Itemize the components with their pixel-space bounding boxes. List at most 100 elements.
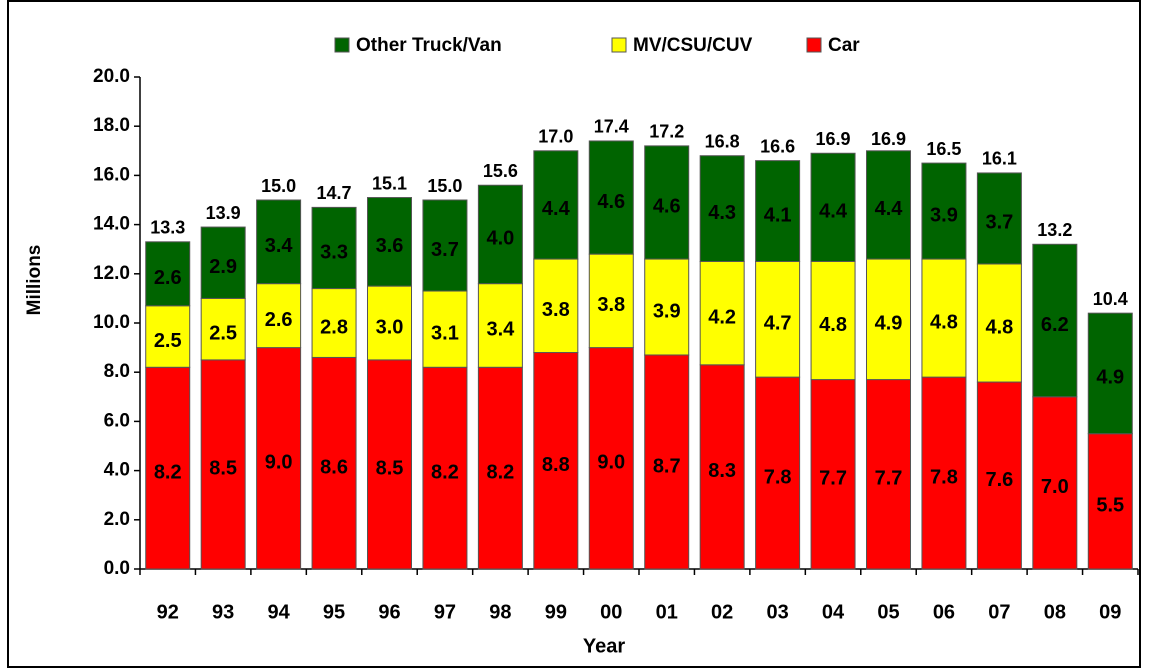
total-label: 13.3 xyxy=(150,218,185,238)
bar-segment xyxy=(477,366,523,570)
bar-segment xyxy=(976,263,1022,383)
value-label: 4.9 xyxy=(1096,367,1124,389)
x-tick-label: 01 xyxy=(656,601,678,623)
x-tick-label: 06 xyxy=(933,601,955,623)
bar-segment xyxy=(1087,312,1133,435)
bar-segment xyxy=(810,261,856,381)
value-label: 8.5 xyxy=(209,458,237,480)
value-label: 3.7 xyxy=(985,212,1013,234)
x-tick-label: 04 xyxy=(822,601,845,623)
value-label: 8.6 xyxy=(320,457,348,479)
value-label: 4.4 xyxy=(875,198,904,220)
bar-segment xyxy=(1032,243,1078,398)
bar-segment xyxy=(200,359,246,570)
bar-segment xyxy=(256,199,302,285)
value-label: 4.0 xyxy=(486,228,514,250)
value-label: 7.7 xyxy=(875,468,903,490)
bar-segment xyxy=(699,155,745,262)
total-label: 13.2 xyxy=(1037,220,1072,240)
value-label: 3.9 xyxy=(930,204,958,226)
bar-segment xyxy=(755,160,801,262)
value-label: 8.2 xyxy=(154,461,182,483)
bar-segment xyxy=(367,197,412,287)
bar-segment xyxy=(699,364,745,570)
bar-segment xyxy=(699,261,745,366)
bar-segment xyxy=(921,258,967,378)
bar-segment xyxy=(533,150,579,260)
total-label: 16.6 xyxy=(760,136,795,156)
y-tick-label: 14.0 xyxy=(93,214,130,235)
bar-segment xyxy=(866,379,911,570)
bar-segment xyxy=(311,356,357,570)
value-label: 4.6 xyxy=(597,191,625,213)
bar-segment xyxy=(367,359,412,570)
value-label: 2.5 xyxy=(154,330,182,352)
x-tick-label: 95 xyxy=(323,601,345,623)
x-tick-label: 92 xyxy=(157,601,179,623)
bar-segment xyxy=(367,285,412,361)
value-label: 3.3 xyxy=(320,241,348,263)
x-tick-label: 93 xyxy=(212,601,234,623)
bar-segment xyxy=(477,184,523,285)
value-label: 8.3 xyxy=(708,460,736,482)
legend-label: MV/CSU/CUV xyxy=(633,35,753,56)
x-tick-label: 07 xyxy=(988,601,1010,623)
total-label: 17.4 xyxy=(594,117,629,137)
x-tick-label: 96 xyxy=(378,601,400,623)
x-tick-label: 05 xyxy=(877,601,899,623)
bar-segment xyxy=(976,381,1022,570)
y-tick-label: 6.0 xyxy=(104,410,130,431)
total-label: 15.0 xyxy=(261,176,296,196)
y-tick-label: 2.0 xyxy=(104,509,130,530)
value-label: 3.6 xyxy=(376,235,404,257)
bar-segment xyxy=(145,366,191,570)
total-label: 16.9 xyxy=(816,129,851,149)
bar-segment xyxy=(921,376,967,570)
legend-swatch xyxy=(334,37,350,53)
value-label: 3.0 xyxy=(376,316,404,338)
bar-segment xyxy=(644,354,690,570)
value-label: 7.8 xyxy=(930,466,958,488)
bar-segment xyxy=(588,347,634,570)
total-label: 16.5 xyxy=(926,139,961,159)
value-label: 9.0 xyxy=(597,452,625,474)
total-label: 15.6 xyxy=(483,161,518,181)
value-label: 8.2 xyxy=(486,461,514,483)
value-label: 4.2 xyxy=(708,306,736,328)
y-tick-label: 12.0 xyxy=(93,263,130,284)
bar-segment xyxy=(921,162,967,260)
value-label: 4.1 xyxy=(764,204,792,226)
x-axis-title: Year xyxy=(583,635,625,657)
value-label: 4.9 xyxy=(875,313,903,335)
value-label: 8.5 xyxy=(376,458,404,480)
value-label: 7.0 xyxy=(1041,476,1069,498)
y-tick-label: 18.0 xyxy=(93,115,130,136)
bar-segment xyxy=(311,206,357,290)
value-label: 4.8 xyxy=(819,314,847,336)
value-label: 7.6 xyxy=(985,469,1013,491)
x-tick-label: 03 xyxy=(766,601,788,623)
x-tick-label: 09 xyxy=(1099,601,1121,623)
x-tick-label: 99 xyxy=(545,601,567,623)
y-axis-title: Millions xyxy=(24,245,45,316)
value-label: 4.8 xyxy=(930,311,958,333)
bar-segment xyxy=(755,376,801,570)
value-label: 5.5 xyxy=(1096,495,1124,517)
x-tick-label: 94 xyxy=(267,601,290,623)
bar-segment xyxy=(644,145,690,260)
value-label: 7.8 xyxy=(764,466,792,488)
value-label: 2.6 xyxy=(265,309,293,331)
value-label: 8.7 xyxy=(653,455,681,477)
legend-swatch xyxy=(806,37,822,53)
bar-segment xyxy=(588,140,634,255)
bar-segment xyxy=(145,305,191,368)
legend-label: Other Truck/Van xyxy=(356,35,502,56)
total-label: 15.0 xyxy=(427,176,462,196)
bar-segment xyxy=(422,366,468,570)
total-label: 17.0 xyxy=(538,127,573,147)
value-label: 3.8 xyxy=(542,299,570,321)
value-label: 8.2 xyxy=(431,461,459,483)
value-label: 4.4 xyxy=(819,201,848,223)
